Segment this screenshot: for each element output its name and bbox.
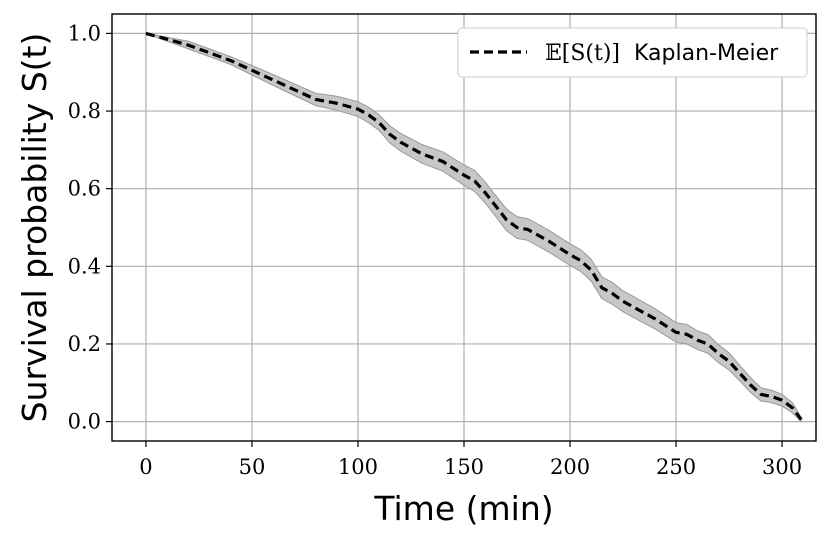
legend-text: Kaplan-Meier — [634, 41, 779, 66]
y-axis-label: Survival probability S(t) — [15, 33, 54, 423]
survival-line — [145, 31, 803, 421]
x-axis-label: Time (min) — [373, 489, 553, 528]
x-tick-label: 300 — [762, 455, 802, 479]
x-tick-label: 250 — [656, 455, 696, 479]
confidence-band-area — [145, 32, 802, 423]
y-tick-label: 0.8 — [68, 99, 101, 123]
x-axis-ticks: 0 50 100 150 200 250 300 — [139, 441, 802, 479]
y-tick-label: 0.6 — [68, 177, 101, 201]
x-tick-label: 150 — [444, 455, 484, 479]
grid — [112, 14, 816, 441]
x-tick-label: 50 — [239, 455, 266, 479]
legend-box — [457, 27, 808, 78]
y-tick-label: 0.0 — [68, 410, 101, 434]
legend-label: 𝔼[S(t)] Kaplan-Meier — [545, 41, 779, 66]
legend: 𝔼[S(t)] Kaplan-Meier — [457, 27, 808, 78]
y-tick-label: 1.0 — [68, 21, 101, 45]
y-axis-ticks: 0.0 0.2 0.4 0.6 0.8 1.0 — [68, 21, 112, 434]
legend-math: 𝔼[S(t)] — [545, 41, 620, 66]
y-tick-label: 0.2 — [68, 332, 101, 356]
series-line-layer — [145, 31, 803, 421]
x-tick-label: 200 — [550, 455, 590, 479]
y-tick-label: 0.4 — [68, 254, 101, 278]
confidence-band — [145, 32, 802, 423]
x-tick-label: 100 — [338, 455, 378, 479]
x-tick-label: 0 — [139, 455, 152, 479]
